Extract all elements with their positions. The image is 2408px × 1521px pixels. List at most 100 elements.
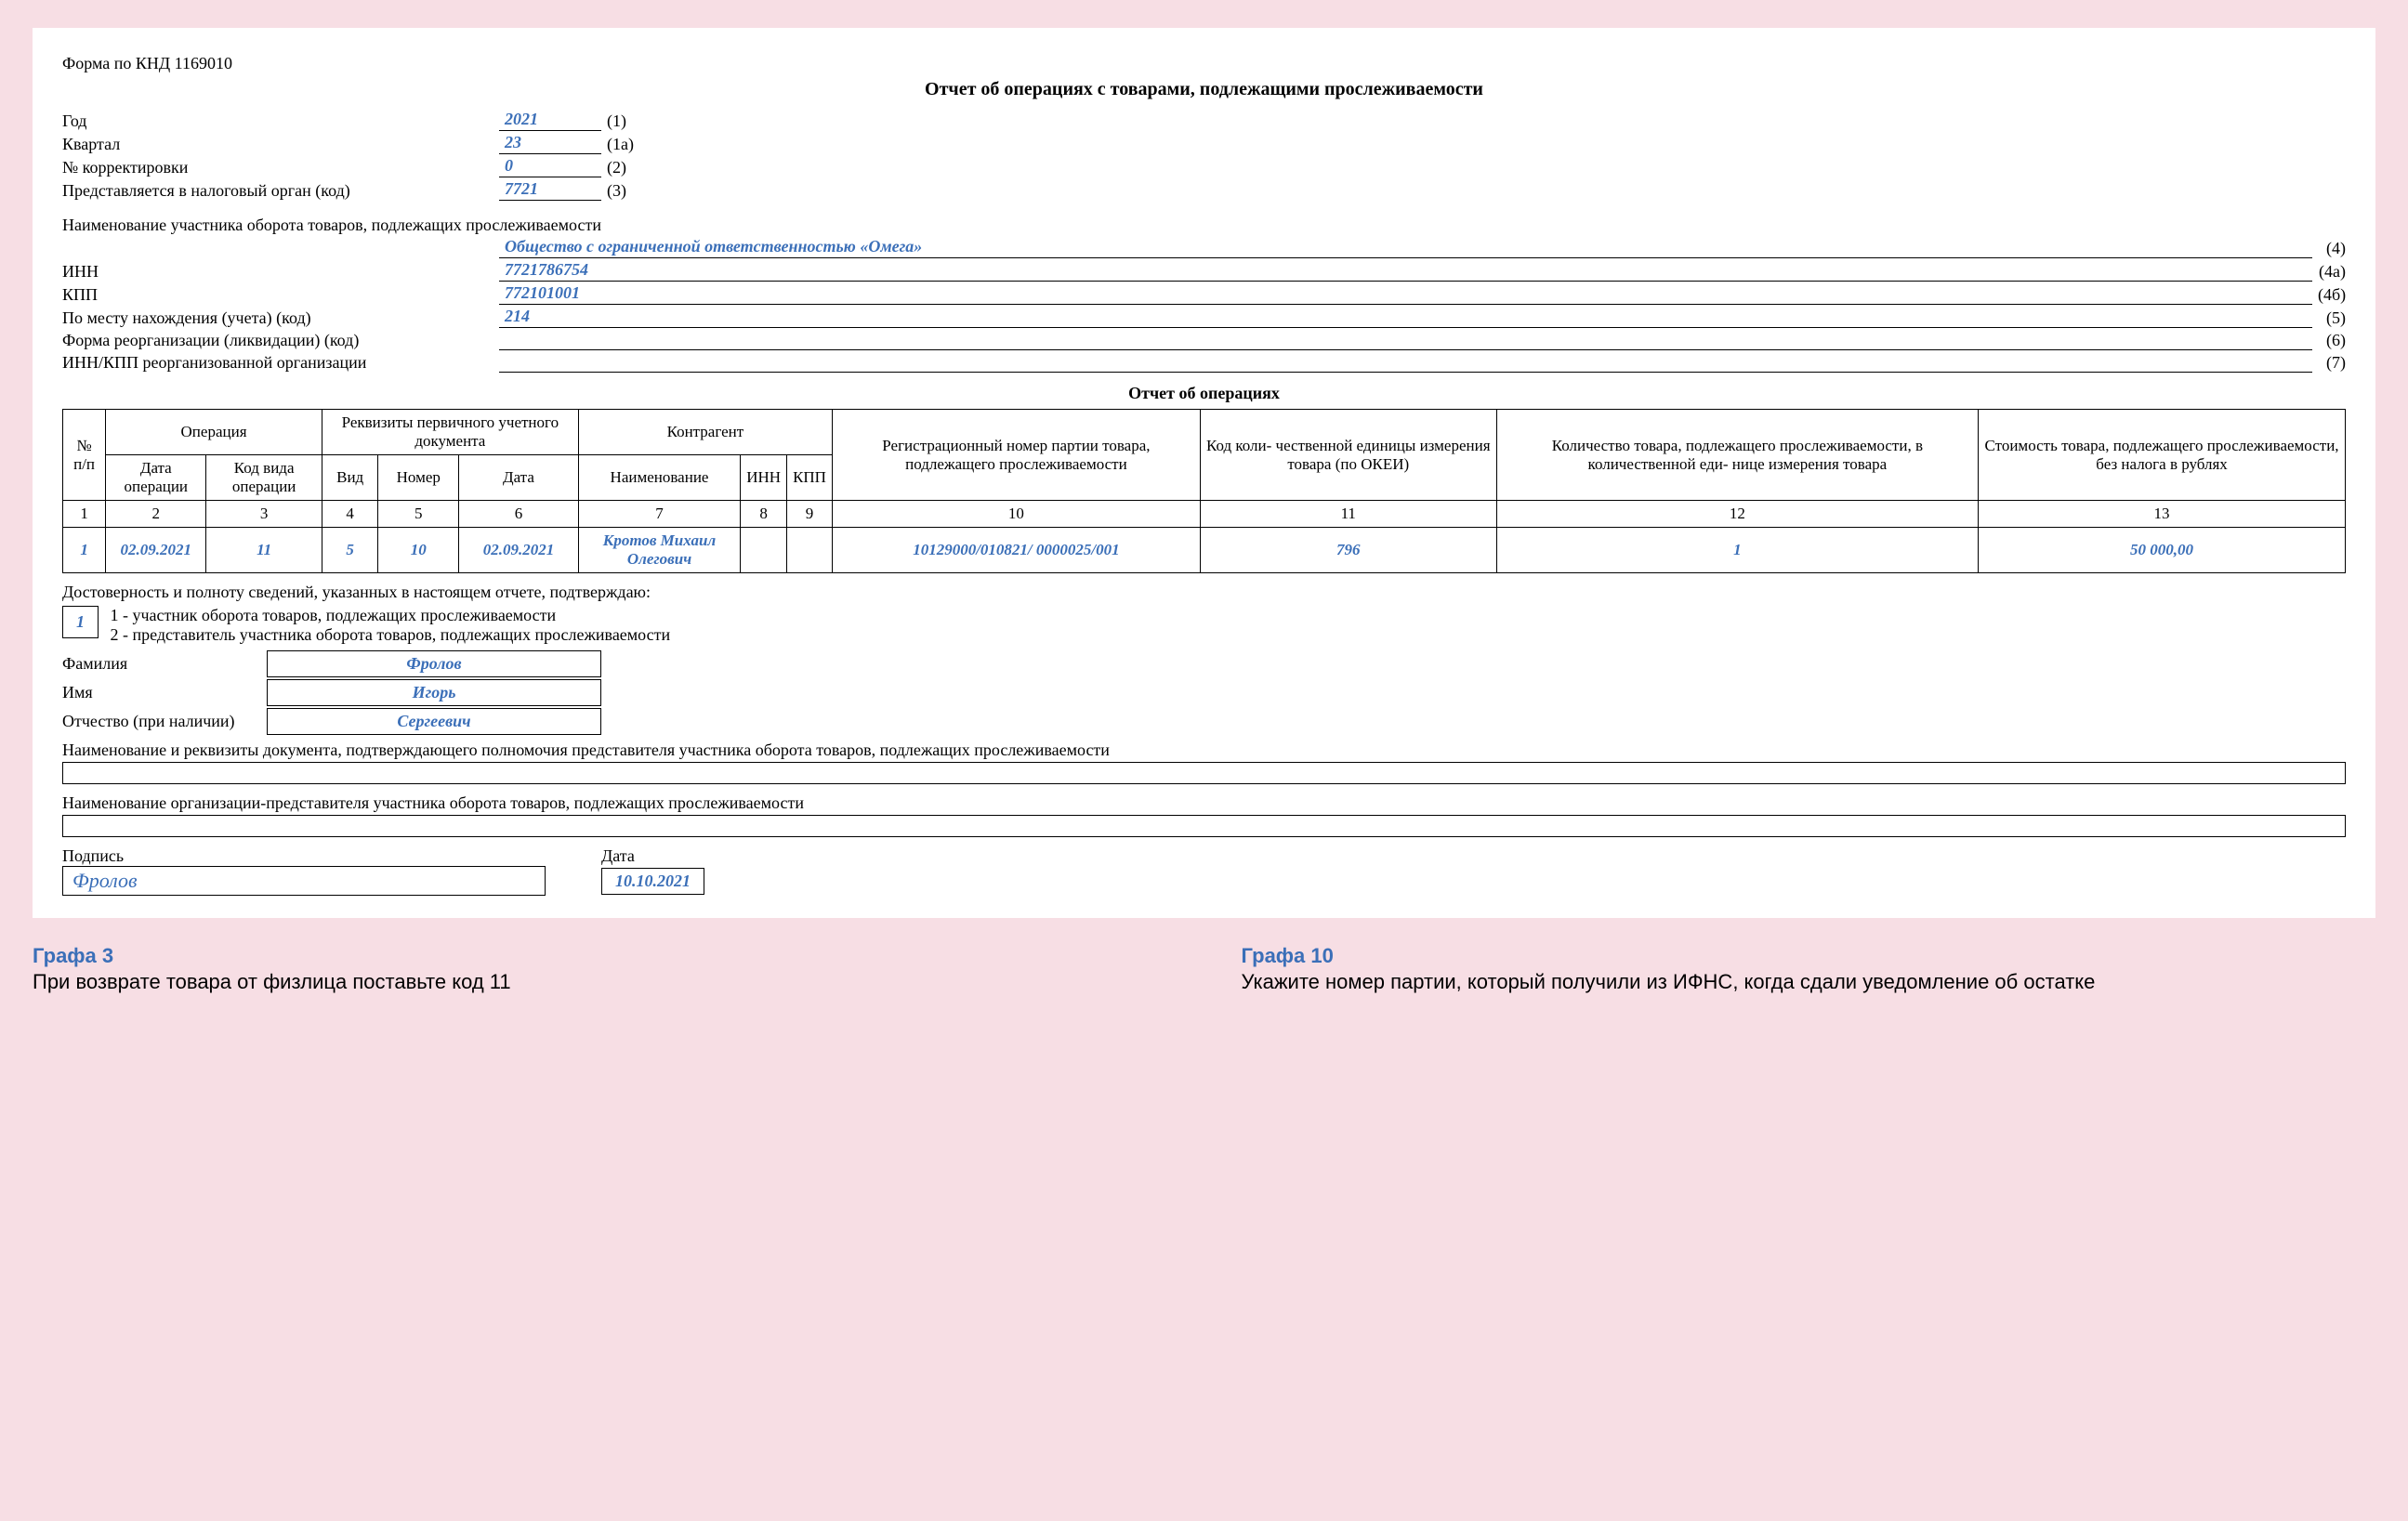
coln-8: 8 [741,501,787,528]
th-cp-name: Наименование [578,455,740,501]
paren-participant-name: (4) [2312,239,2346,258]
value-participant-name: Общество с ограниченной ответственностью… [499,237,2312,258]
label-inn: ИНН [62,262,499,282]
field-kpp: КПП 772101001 (4б) [62,283,2346,305]
value-name: Игорь [267,679,601,706]
table-row: 1 02.09.2021 11 5 10 02.09.2021 Кротов М… [63,528,2346,573]
cell-doc-type: 5 [322,528,378,573]
label-tax-org: Представляется в налоговый орган (код) [62,181,499,201]
value-surname: Фролов [267,650,601,677]
th-cost: Стоимость товара, подлежащего прослежива… [1979,410,2346,501]
field-inn: ИНН 7721786754 (4а) [62,260,2346,282]
cell-doc-date: 02.09.2021 [459,528,579,573]
th-op-date: Дата операции [106,455,206,501]
label-surname: Фамилия [62,654,267,674]
field-participant-name: Общество с ограниченной ответственностью… [62,237,2346,258]
value-reorg-form [499,330,2312,350]
th-primary-doc: Реквизиты первичного учетного документа [322,410,578,455]
row-name: Имя Игорь [62,679,2346,706]
paren-place: (5) [2312,308,2346,328]
label-quarter: Квартал [62,135,499,154]
footnotes: Графа 3 При возврате товара от физлица п… [33,944,2375,994]
field-reorg-form: Форма реорганизации (ликвидации) (код) (… [62,330,2346,350]
footnote-left: Графа 3 При возврате товара от физлица п… [33,944,1167,994]
label-name: Имя [62,683,267,702]
label-kpp: КПП [62,285,499,305]
rep-org-label: Наименование организации-представителя у… [62,793,2346,813]
cell-cp-inn [741,528,787,573]
value-year: 2021 [499,110,601,131]
th-doc-num: Номер [378,455,459,501]
paren-kpp: (4б) [2312,285,2346,305]
value-reorg-innkpp [499,352,2312,373]
field-reorg-innkpp: ИНН/КПП реорганизованной организации (7) [62,352,2346,373]
cell-cost: 50 000,00 [1979,528,2346,573]
value-patronymic: Сергеевич [267,708,601,735]
form-code: Форма по КНД 1169010 [62,54,2346,73]
coln-4: 4 [322,501,378,528]
date-value: 10.10.2021 [601,868,704,895]
document-sheet: Форма по КНД 1169010 Отчет об операциях … [33,28,2375,918]
operations-title: Отчет об операциях [62,384,2346,403]
participant-label: Наименование участника оборота товаров, … [62,216,2346,235]
value-kpp: 772101001 [499,283,2312,305]
doc-auth-label: Наименование и реквизиты документа, подт… [62,741,2346,760]
coln-9: 9 [787,501,833,528]
confirm-legend: 1 - участник оборота товаров, подлежащих… [111,606,671,645]
confirm-opt1: 1 - участник оборота товаров, подлежащих… [111,606,671,625]
field-year: Год 2021 (1) [62,110,2346,131]
row-patronymic: Отчество (при наличии) Сергеевич [62,708,2346,735]
th-np: № п/п [63,410,106,501]
footnote-left-title: Графа 3 [33,944,1167,968]
field-tax-org: Представляется в налоговый орган (код) 7… [62,179,2346,201]
cell-cp-name: Кротов Михаил Олегович [578,528,740,573]
value-inn: 7721786754 [499,260,2312,282]
footnote-left-text: При возврате товара от физлица поставьте… [33,970,1167,994]
label-place: По месту нахождения (учета) (код) [62,308,499,328]
coln-3: 3 [206,501,322,528]
th-op-code: Код вида операции [206,455,322,501]
footnote-right: Графа 10 Укажите номер партии, который п… [1242,944,2376,994]
row-surname: Фамилия Фролов [62,650,2346,677]
value-correction: 0 [499,156,601,177]
operations-table: № п/п Операция Реквизиты первичного учет… [62,409,2346,573]
th-doc-type: Вид [322,455,378,501]
coln-2: 2 [106,501,206,528]
footnote-right-title: Графа 10 [1242,944,2376,968]
paren-inn: (4а) [2312,262,2346,282]
coln-7: 7 [578,501,740,528]
paren-quarter: (1а) [601,135,634,154]
field-place: По месту нахождения (учета) (код) 214 (5… [62,307,2346,328]
label-correction: № корректировки [62,158,499,177]
field-correction: № корректировки 0 (2) [62,156,2346,177]
th-counterparty: Контрагент [578,410,832,455]
cell-doc-num: 10 [378,528,459,573]
coln-11: 11 [1200,501,1496,528]
label-patronymic: Отчество (при наличии) [62,712,267,731]
th-qty: Количество товара, подлежащего прослежив… [1496,410,1978,501]
paren-year: (1) [601,111,626,131]
label-year: Год [62,111,499,131]
th-reg-num: Регистрационный номер партии товара, под… [832,410,1200,501]
coln-6: 6 [459,501,579,528]
field-quarter: Квартал 23 (1а) [62,133,2346,154]
date-label: Дата [601,846,704,866]
footnote-right-text: Укажите номер партии, который получили и… [1242,970,2376,994]
cell-op-date: 02.09.2021 [106,528,206,573]
coln-13: 13 [1979,501,2346,528]
column-numbers-row: 1 2 3 4 5 6 7 8 9 10 11 12 13 [63,501,2346,528]
paren-tax-org: (3) [601,181,626,201]
paren-correction: (2) [601,158,626,177]
cell-n: 1 [63,528,106,573]
th-operation: Операция [106,410,322,455]
coln-10: 10 [832,501,1200,528]
paren-reorg-innkpp: (7) [2312,353,2346,373]
confirm-text: Достоверность и полноту сведений, указан… [62,583,2346,602]
signature-label: Подпись [62,846,546,866]
doc-auth-box [62,762,2346,784]
th-cp-inn: ИНН [741,455,787,501]
cell-op-code: 11 [206,528,322,573]
signature-value: Фролов [62,866,546,896]
rep-org-box [62,815,2346,837]
value-place: 214 [499,307,2312,328]
